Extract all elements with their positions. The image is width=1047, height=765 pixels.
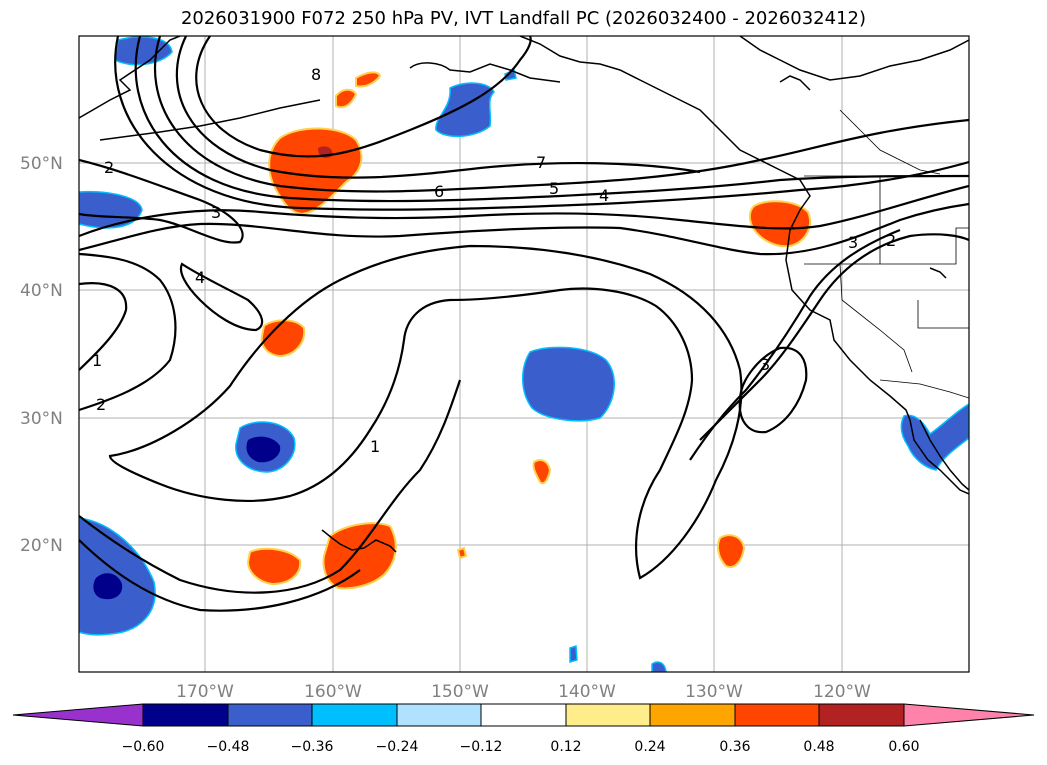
colorbar-tick-label: −0.36: [291, 739, 334, 755]
longitude-labels: 170°W 160°W 150°W 140°W 130°W 120°W: [176, 682, 871, 702]
colorbar-segment: [735, 704, 819, 726]
lon-label: 140°W: [558, 682, 616, 702]
contour-label: 2: [886, 231, 896, 250]
contour-label: 4: [195, 268, 205, 287]
map-frame: [78, 35, 970, 673]
contour-labels: 8 7 6 5 4 3 4 2 1 2 1 3 3 2: [92, 65, 896, 456]
lon-label: 130°W: [685, 682, 743, 702]
colorbar-segment: [481, 704, 566, 726]
colorbar-segment: [397, 704, 481, 726]
colorbar-segment: [312, 704, 397, 726]
lat-label: 20°N: [20, 536, 63, 556]
strong-negative-anomaly-shading: [93, 436, 281, 600]
contour-label: 4: [599, 186, 609, 205]
contour-label: 2: [96, 395, 106, 414]
contour-label: 3: [760, 355, 770, 374]
colorbar-tick-label: −0.60: [122, 739, 165, 755]
contour-label: 3: [211, 203, 221, 222]
positive-anomaly-shading: [246, 71, 811, 590]
gridlines: [79, 36, 969, 672]
colorbar-tick-label: −0.24: [376, 739, 419, 755]
colorbar-segment: [228, 704, 312, 726]
contour-label: 8: [311, 65, 321, 84]
latitude-labels: 50°N 40°N 30°N 20°N: [20, 154, 63, 556]
contour-label: 2: [104, 158, 114, 177]
pv-contours: [79, 36, 969, 612]
colorbar: −0.60 −0.48 −0.36 −0.24 −0.12 0.12 0.24 …: [12, 703, 1035, 755]
colorbar-segment: [143, 704, 228, 726]
contour-label: 1: [92, 351, 102, 370]
colorbar-tick-label: 0.36: [719, 739, 750, 755]
contour-label: 7: [536, 153, 546, 172]
colorbar-tick-label: 0.24: [634, 739, 665, 755]
contour-label: 1: [370, 437, 380, 456]
map-area: [79, 36, 969, 672]
lon-label: 170°W: [176, 682, 234, 702]
colorbar-segment: [650, 704, 735, 726]
contour-label: 5: [549, 179, 559, 198]
lat-label: 30°N: [20, 409, 63, 429]
colorbar-segment: [566, 704, 650, 726]
colorbar-segment: [819, 704, 904, 726]
colorbar-tick-label: −0.48: [207, 739, 250, 755]
contour-label: 3: [848, 233, 858, 252]
plot-title: 2026031900 F072 250 hPa PV, IVT Landfall…: [180, 8, 867, 29]
lon-label: 120°W: [813, 682, 871, 702]
lon-label: 160°W: [304, 682, 362, 702]
colorbar-extend-min: [13, 704, 143, 726]
lon-label: 150°W: [431, 682, 489, 702]
colorbar-extend-max: [904, 704, 1034, 726]
lat-label: 40°N: [20, 281, 63, 301]
lat-label: 50°N: [20, 154, 63, 174]
colorbar-tick-label: 0.60: [888, 739, 919, 755]
colorbar-tick-label: 0.48: [803, 739, 834, 755]
contour-label: 6: [434, 182, 444, 201]
coastlines: [79, 36, 969, 553]
colorbar-tick-label: 0.12: [550, 739, 581, 755]
colorbar-tick-label: −0.12: [460, 739, 503, 755]
